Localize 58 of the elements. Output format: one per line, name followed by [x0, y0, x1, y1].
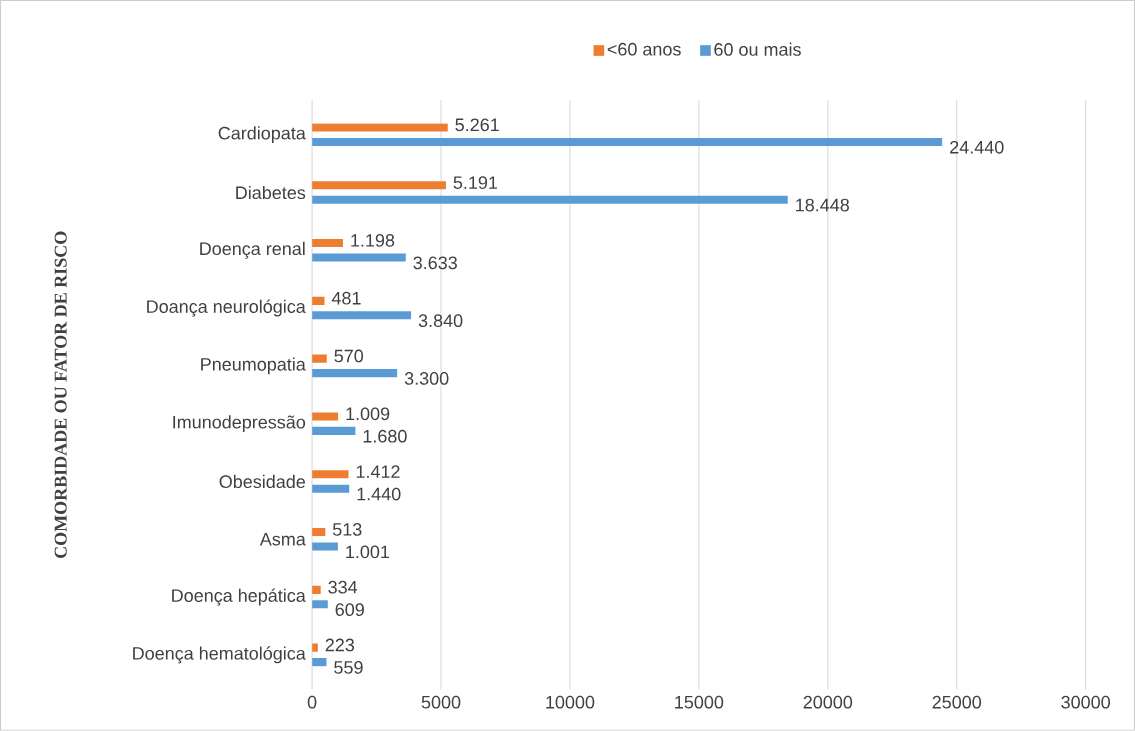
- bar: [312, 137, 943, 147]
- bar: [312, 470, 349, 479]
- data-label: 559: [334, 661, 363, 674]
- data-label: 513: [332, 523, 362, 536]
- y-tick-label: Diabetes: [236, 185, 306, 200]
- y-axis-title: COMORBIDADE OU FATOR DE RISCO: [54, 231, 67, 559]
- data-label: 3.633: [413, 256, 457, 270]
- x-tick-label: 10000: [546, 695, 595, 709]
- y-tick-label: Asma: [259, 533, 306, 546]
- bar: [312, 239, 343, 248]
- y-tick-label: Doença hematológica: [133, 646, 306, 664]
- data-label: 609: [335, 603, 364, 617]
- bar: [312, 528, 326, 537]
- bar: [312, 181, 446, 190]
- legend-label: <60 anos: [607, 42, 681, 56]
- data-label: 24.440: [950, 140, 1004, 154]
- x-tick-label: 15000: [675, 695, 724, 709]
- data-label: 5.261: [455, 118, 499, 132]
- bar: [312, 311, 412, 320]
- data-label: 570: [334, 349, 364, 363]
- bar: [312, 542, 338, 551]
- legend-label: 60 ou mais: [714, 42, 801, 56]
- y-tick-label: Pneumopatia: [201, 357, 306, 375]
- data-label: 1.198: [351, 234, 395, 247]
- y-tick-label: Doença renal: [200, 241, 305, 259]
- bar: [312, 585, 321, 594]
- bar: [312, 426, 356, 436]
- x-tick-label: 25000: [932, 695, 982, 709]
- x-tick-label: 20000: [803, 695, 853, 709]
- y-tick-label: Imunodepressão: [173, 415, 306, 433]
- y-tick-label: Obesidade: [219, 474, 306, 489]
- bar: [312, 369, 398, 378]
- data-label: 481: [331, 291, 361, 305]
- data-label: 3.300: [404, 372, 449, 385]
- bar: [312, 484, 350, 493]
- data-label: 5.191: [453, 176, 498, 190]
- data-label: 1.412: [356, 465, 400, 478]
- data-label: 18.448: [796, 198, 849, 212]
- bar: [312, 412, 339, 421]
- data-label: 223: [325, 638, 355, 652]
- data-label: 1.680: [363, 429, 407, 443]
- x-tick-label: 0: [307, 695, 317, 709]
- bar: [312, 354, 327, 363]
- bar: [312, 658, 327, 667]
- data-label: 1.440: [357, 487, 401, 501]
- y-tick-label: Doança neurológica: [147, 299, 306, 317]
- bar: [312, 600, 328, 609]
- y-tick-label: Doença hepática: [172, 588, 306, 606]
- data-label: 1.001: [346, 545, 390, 559]
- data-label: 334: [328, 580, 358, 594]
- bar: [312, 123, 448, 132]
- y-tick-label: Cardiopata: [218, 126, 306, 144]
- data-label: 1.009: [346, 407, 390, 421]
- bar: [312, 195, 788, 204]
- bar: [312, 253, 406, 262]
- data-label: 3.840: [418, 314, 463, 328]
- x-tick-label: 5000: [421, 695, 461, 709]
- x-tick-label: 30000: [1061, 695, 1110, 709]
